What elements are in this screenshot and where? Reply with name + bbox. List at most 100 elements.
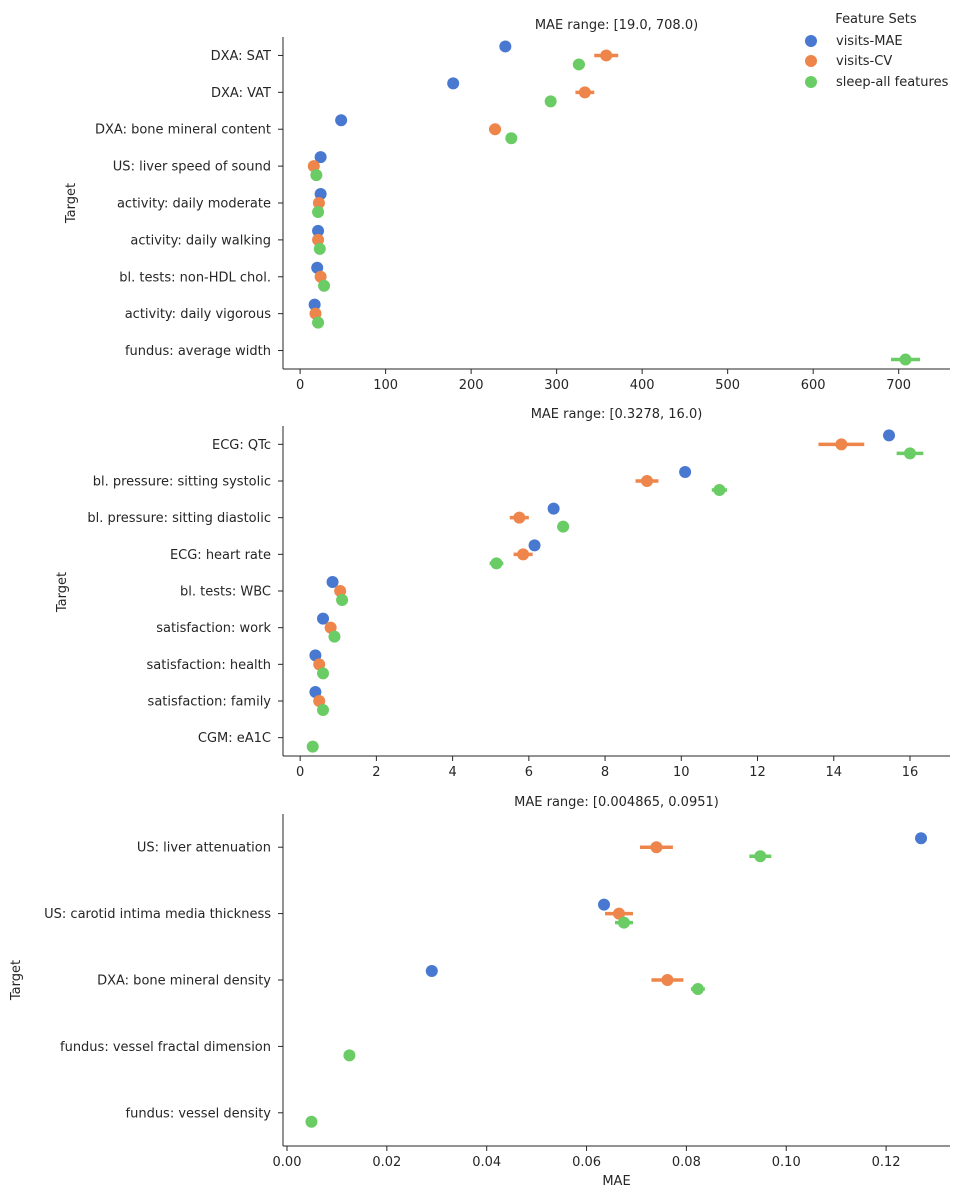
y-tick-label-fundus-average-width: fundus: average width (125, 344, 271, 359)
panel-title: MAE range: [0.3278, 16.0) (531, 407, 703, 422)
point-sleep-all-features-us-liver-attenuation (754, 850, 767, 863)
x-tick-label: 0.08 (672, 1155, 701, 1170)
y-tick-label-activity-daily-vigorous: activity: daily vigorous (125, 307, 272, 322)
legend-title: Feature Sets (835, 12, 917, 27)
panel-title: MAE range: [0.004865, 0.0951) (514, 795, 719, 810)
legend-label-sleep-all-features: sleep-all features (836, 75, 949, 90)
point-sleep-all-features-bl-tests-non-hdl-chol (318, 279, 331, 292)
point-visits-mae-dxa-bone-mineral-content (335, 114, 348, 127)
point-visits-cv-us-carotid-intima-media-thickness (612, 907, 625, 920)
x-tick-label: 10 (673, 765, 690, 780)
x-tick-label: 16 (902, 765, 919, 780)
point-visits-mae-bl-tests-wbc (326, 576, 339, 588)
x-tick-label: 0.06 (572, 1155, 601, 1170)
point-visits-cv-bl-pressure-sitting-systolic (640, 475, 653, 487)
x-tick-label: 0.12 (872, 1155, 901, 1170)
y-axis-label: Target (9, 960, 24, 1001)
point-visits-mae-activity-daily-moderate (314, 188, 327, 200)
y-tick-label-bl-tests-wbc: bl. tests: WBC (180, 585, 271, 600)
y-tick-label-satisfaction-work: satisfaction: work (156, 621, 271, 636)
x-tick-label: 0 (296, 378, 304, 393)
x-tick-label: 200 (459, 378, 484, 393)
point-visits-cv-ecg-qtc (835, 438, 848, 451)
point-sleep-all-features-dxa-bone-mineral-density (691, 983, 704, 995)
point-visits-mae-activity-daily-walking (312, 224, 325, 237)
point-visits-mae-satisfaction-health (309, 649, 322, 662)
y-tick-label-satisfaction-health: satisfaction: health (147, 658, 271, 673)
point-sleep-all-features-activity-daily-moderate (312, 206, 325, 218)
x-tick-label: 300 (544, 378, 569, 393)
point-sleep-all-features-fundus-average-width (899, 353, 912, 366)
x-tick-label: 700 (886, 378, 911, 393)
point-visits-cv-activity-daily-moderate (312, 197, 325, 209)
y-tick-label-bl-pressure-sitting-systolic: bl. pressure: sitting systolic (93, 475, 271, 490)
y-tick-label-us-liver-speed-of-sound: US: liver speed of sound (113, 160, 271, 175)
legend-label-visits-cv: visits-CV (836, 54, 892, 69)
point-sleep-all-features-ecg-heart-rate (490, 557, 503, 570)
point-sleep-all-features-dxa-bone-mineral-content (505, 132, 518, 145)
x-axis-label: MAE (602, 1174, 630, 1189)
point-visits-mae-satisfaction-family (309, 686, 322, 698)
panel-2: MAE range: [0.3278, 16.0) Target 0 2 4 6 8 10 12… (55, 407, 950, 780)
x-tick-label: 12 (749, 765, 766, 780)
point-visits-mae-dxa-bone-mineral-density (425, 965, 438, 977)
y-tick-label-fundus-vessel-fractal-dimension: fundus: vessel fractal dimension (60, 1040, 271, 1055)
point-visits-mae-ecg-qtc (883, 429, 896, 442)
x-tick-label: 0.04 (472, 1155, 501, 1170)
x-tick-label: 600 (801, 378, 826, 393)
point-visits-mae-satisfaction-work (317, 612, 330, 625)
x-tick-label: 4 (448, 765, 456, 780)
point-visits-cv-satisfaction-health (313, 658, 326, 671)
point-sleep-all-features-bl-pressure-sitting-systolic (713, 484, 726, 496)
point-visits-mae-bl-pressure-sitting-systolic (679, 466, 692, 478)
point-sleep-all-features-ecg-qtc (903, 447, 916, 460)
point-visits-mae-us-liver-speed-of-sound (314, 151, 327, 164)
point-visits-mae-dxa-sat (499, 40, 512, 53)
x-tick-label: 400 (630, 378, 655, 393)
y-tick-label-us-carotid-intima-media-thickness: US: carotid intima media thickness (44, 907, 271, 922)
point-sleep-all-features-satisfaction-family (317, 704, 330, 716)
y-tick-label-ecg-qtc: ECG: QTc (212, 438, 271, 453)
legend-marker-sleep-all-features (805, 76, 817, 88)
panel-title: MAE range: [19.0, 708.0) (535, 18, 698, 33)
point-sleep-all-features-us-carotid-intima-media-thickness (617, 916, 630, 929)
y-tick-label-bl-pressure-sitting-diastolic: bl. pressure: sitting diastolic (87, 511, 271, 526)
y-tick-label-us-liver-attenuation: US: liver attenuation (137, 841, 271, 856)
x-tick-label: 8 (601, 765, 609, 780)
point-visits-mae-dxa-vat (447, 77, 460, 90)
point-visits-mae-bl-pressure-sitting-diastolic (547, 502, 560, 515)
x-tick-label: 14 (825, 765, 842, 780)
point-visits-cv-satisfaction-family (313, 695, 326, 707)
point-visits-cv-dxa-bone-mineral-density (661, 974, 674, 986)
point-visits-mae-activity-daily-vigorous (308, 298, 321, 311)
point-sleep-all-features-bl-pressure-sitting-diastolic (557, 520, 570, 533)
point-visits-mae-ecg-heart-rate (528, 539, 541, 552)
y-tick-label-ecg-heart-rate: ECG: heart rate (170, 548, 271, 563)
point-visits-cv-bl-pressure-sitting-diastolic (513, 511, 526, 524)
point-sleep-all-features-activity-daily-walking (313, 242, 326, 255)
panel-3: MAE range: [0.004865, 0.0951)TargetMAE0.… (9, 795, 950, 1189)
y-tick-label-activity-daily-moderate: activity: daily moderate (117, 197, 271, 212)
point-sleep-all-features-activity-daily-vigorous (312, 316, 325, 329)
legend-marker-visits-cv (805, 55, 817, 67)
y-tick-label-bl-tests-non-hdl-chol: bl. tests: non-HDL chol. (119, 270, 271, 285)
point-sleep-all-features-dxa-vat (544, 95, 557, 108)
y-tick-label-dxa-sat: DXA: SAT (211, 49, 271, 64)
x-tick-label: 6 (525, 765, 533, 780)
y-tick-label-dxa-bone-mineral-density: DXA: bone mineral density (97, 974, 271, 989)
point-visits-mae-us-carotid-intima-media-thickness (598, 898, 611, 911)
y-tick-label-satisfaction-family: satisfaction: family (148, 695, 272, 710)
x-tick-label: 0.02 (372, 1155, 401, 1170)
point-visits-cv-activity-daily-vigorous (309, 307, 322, 320)
y-tick-label-cgm-ea1c: CGM: eA1C (198, 731, 271, 746)
point-visits-mae-us-liver-attenuation (915, 832, 928, 845)
point-visits-cv-us-liver-attenuation (650, 841, 663, 854)
point-sleep-all-features-fundus-vessel-density (305, 1115, 318, 1128)
point-visits-cv-us-liver-speed-of-sound (307, 160, 320, 173)
x-tick-label: 0 (296, 765, 304, 780)
legend-marker-visits-mae (805, 35, 817, 47)
point-visits-cv-dxa-vat (578, 86, 591, 99)
point-sleep-all-features-us-liver-speed-of-sound (310, 169, 323, 182)
x-tick-label: 2 (372, 765, 380, 780)
x-tick-label: 500 (715, 378, 740, 393)
